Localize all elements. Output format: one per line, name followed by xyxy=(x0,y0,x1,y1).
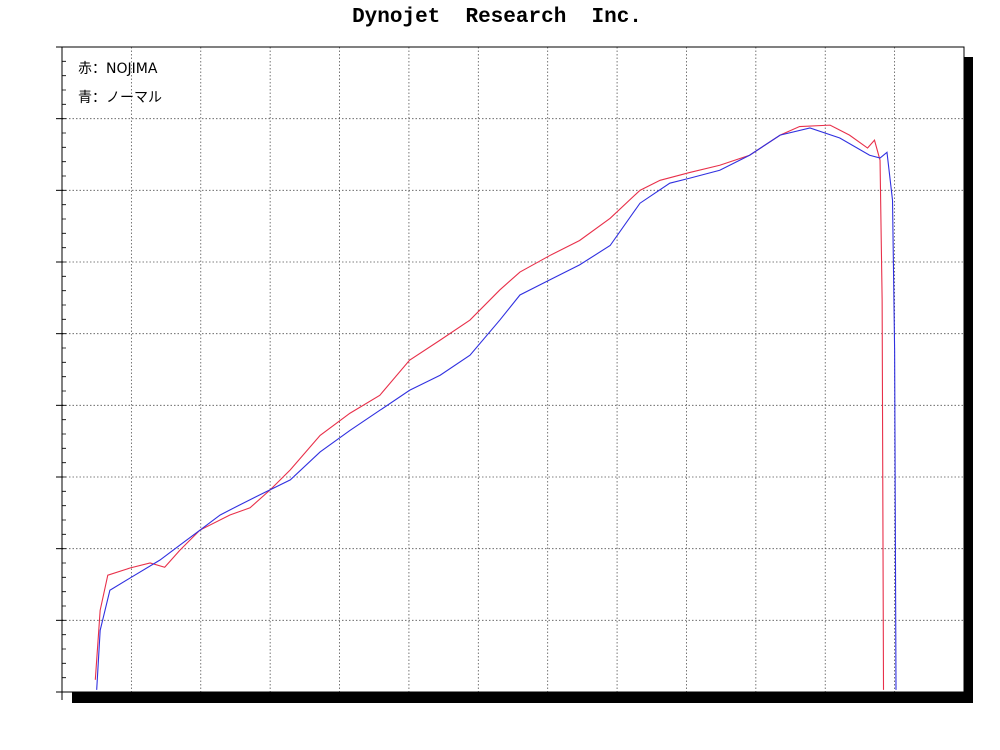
series-line xyxy=(94,124,885,690)
plot-lines xyxy=(94,124,897,690)
legend-entry: 青：ノーマル xyxy=(78,90,162,106)
chart-title: Dynojet Research Inc. xyxy=(352,6,642,29)
minor-ticks xyxy=(61,46,965,696)
plot-frame xyxy=(61,46,965,693)
frame-shadow xyxy=(72,692,973,703)
frame-shadow xyxy=(964,57,973,703)
series-line xyxy=(96,127,897,690)
legend-entry: 赤：NOJIMA xyxy=(78,61,158,77)
legend: 赤：NOJIMA 青：ノーマル xyxy=(78,61,162,106)
